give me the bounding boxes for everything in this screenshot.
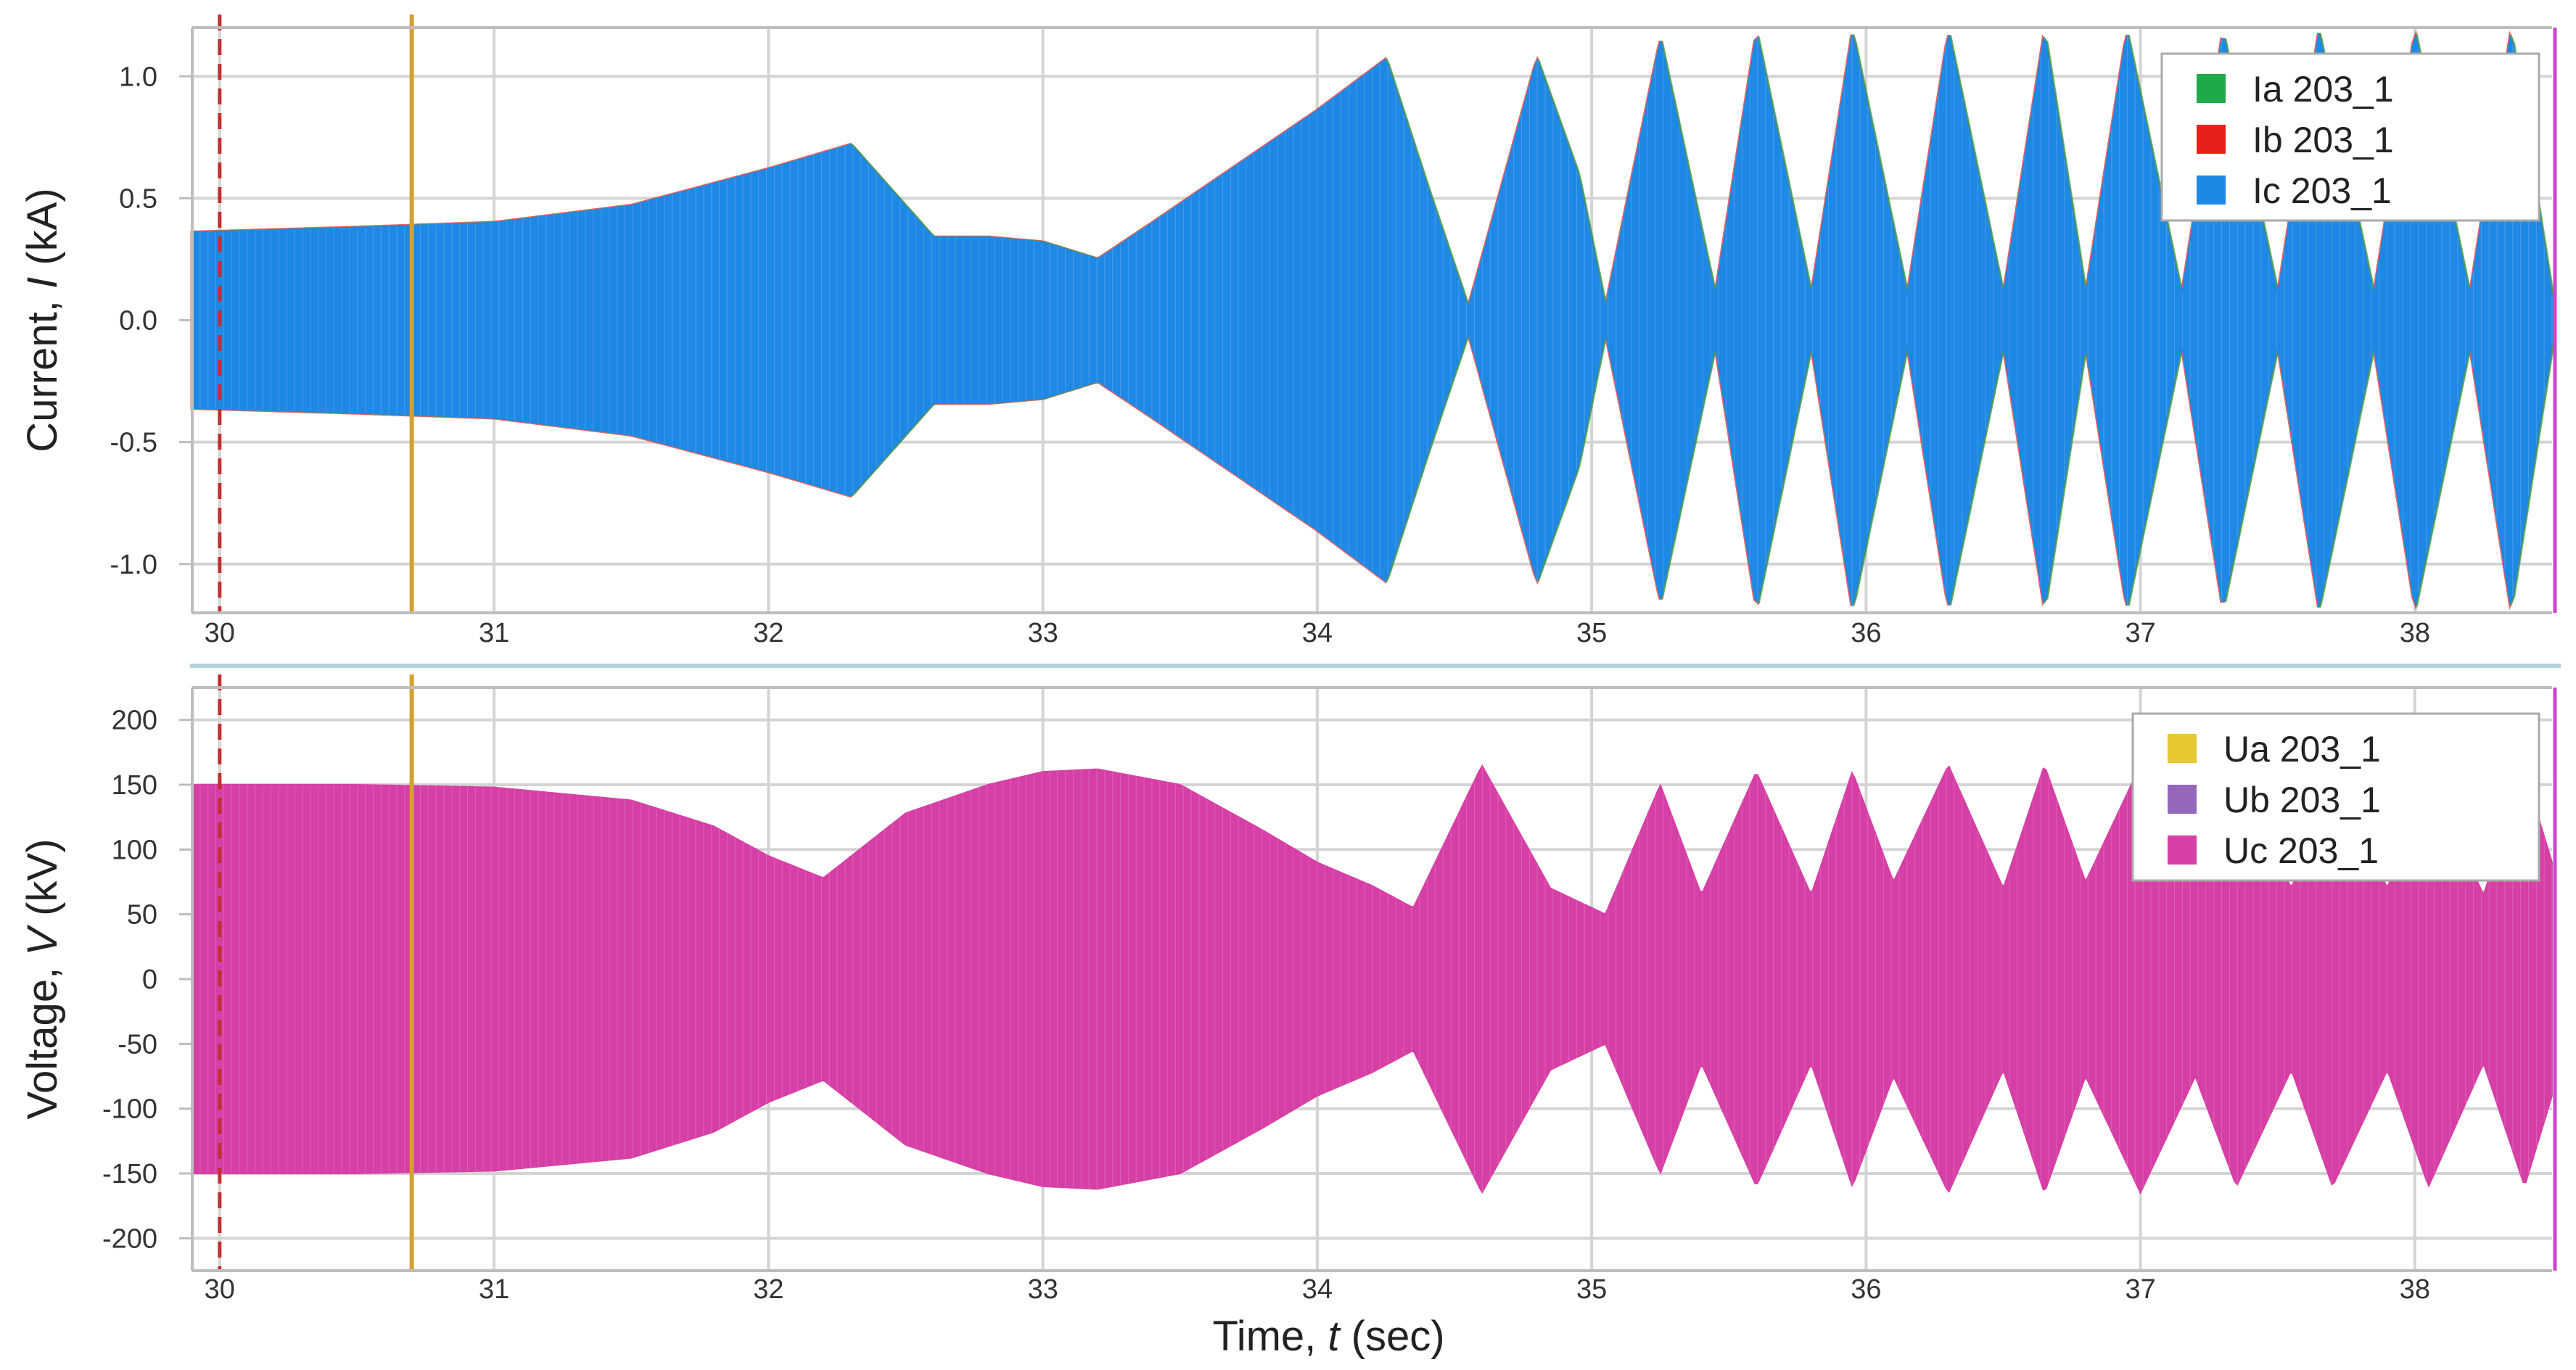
- waveform-hatching: [192, 766, 2553, 1192]
- x-tick-label: 32: [753, 1274, 783, 1305]
- y-tick-label: -150: [102, 1159, 157, 1189]
- y-tick-label: 1.0: [119, 62, 157, 92]
- x-tick-label: 37: [2125, 1274, 2155, 1305]
- y-tick-label: 0.0: [119, 306, 157, 337]
- x-tick-label: 31: [479, 618, 509, 648]
- legend-label: Ua 203_1: [2223, 729, 2381, 769]
- x-axis-title: Time, t (sec): [1212, 1313, 1444, 1360]
- x-tick-label: 33: [1027, 1274, 1058, 1305]
- legend-swatch: [2168, 785, 2197, 814]
- legend-label: Ia 203_1: [2252, 69, 2394, 110]
- legend-swatch: [2168, 835, 2197, 864]
- y-tick-label: 150: [112, 770, 157, 801]
- y-tick-label: -50: [118, 1029, 157, 1060]
- x-tick-label: 35: [1576, 618, 1607, 648]
- y-axis-title-symbol: V: [19, 924, 66, 956]
- y-tick-label: 100: [112, 835, 157, 865]
- x-tick-label: 31: [479, 1274, 509, 1305]
- legend: Ua 203_1 Ub 203_1 Uc 203_1: [2131, 712, 2540, 882]
- series-band-ic: [192, 33, 2553, 608]
- legend-label: Uc 203_1: [2223, 830, 2379, 871]
- x-tick-label: 33: [1027, 618, 1058, 648]
- x-tick-label: 35: [1576, 1274, 1607, 1305]
- current-panel: 1.0 0.5 0.0 -0.5 -1.0 30 31 32 33 34 35 36 37 38 Curre…: [19, 15, 2557, 648]
- legend-swatch: [2168, 734, 2197, 763]
- y-axis-title-prefix: Voltage,: [19, 956, 66, 1120]
- legend-label: Ib 203_1: [2252, 120, 2394, 160]
- y-tick-label: 200: [112, 706, 157, 736]
- x-tick-label: 34: [1302, 618, 1333, 648]
- y-axis-title-prefix: Current,: [19, 289, 66, 453]
- y-axis-title-suffix: (kA): [19, 188, 66, 276]
- legend: Ia 203_1 Ib 203_1 Ic 203_1: [2160, 52, 2540, 222]
- x-tick-label: 30: [205, 618, 235, 648]
- legend-label: Ub 203_1: [2223, 780, 2381, 820]
- legend-label: Ic 203_1: [2252, 170, 2392, 211]
- x-tick-label: 36: [1851, 1274, 1881, 1305]
- y-axis-title: Voltage, V (kV): [19, 839, 66, 1120]
- voltage-panel: 200 150 100 50 0 -50 -100 -150 -200 30 31 32 33 34 35 3…: [19, 674, 2557, 1360]
- x-tick-label: 34: [1302, 1274, 1333, 1305]
- y-axis-title-suffix: (kV): [19, 839, 66, 928]
- x-axis-title-symbol: t: [1328, 1313, 1341, 1360]
- x-tick-label: 32: [753, 618, 783, 648]
- legend-swatch: [2197, 74, 2226, 103]
- x-tick-label: 38: [2400, 1274, 2430, 1305]
- y-tick-label: 50: [127, 900, 157, 930]
- x-axis-title-prefix: Time,: [1212, 1313, 1328, 1360]
- y-tick-label: 0: [142, 965, 157, 995]
- x-tick-label: 36: [1851, 618, 1881, 648]
- series-band-uc: [192, 764, 2553, 1194]
- y-tick-label: -1.0: [110, 550, 157, 580]
- y-tick-label: -0.5: [110, 428, 157, 458]
- y-axis-title-symbol: I: [19, 277, 66, 289]
- legend-swatch: [2197, 176, 2226, 205]
- y-tick-label: -100: [102, 1094, 157, 1125]
- legend-box: [2131, 712, 2540, 882]
- x-tick-label: 38: [2400, 618, 2430, 648]
- legend-swatch: [2197, 125, 2226, 154]
- y-axis-title: Current, I (kA): [19, 188, 66, 452]
- y-tick-label: -200: [102, 1223, 157, 1254]
- x-tick-label: 30: [205, 1274, 235, 1305]
- x-axis-title-suffix: (sec): [1340, 1313, 1445, 1360]
- x-tick-label: 37: [2125, 618, 2155, 648]
- y-tick-label: 0.5: [119, 183, 157, 214]
